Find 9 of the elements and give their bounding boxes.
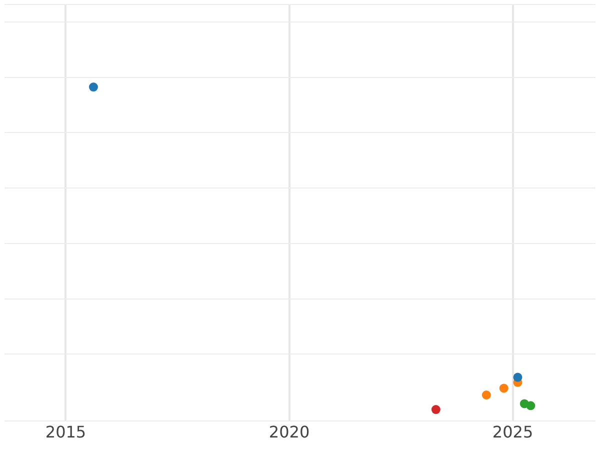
x-tick-label: 2020 xyxy=(268,422,310,442)
x-tick-label: 2015 xyxy=(45,422,86,442)
point xyxy=(526,401,536,410)
x-tick-label: 2025 xyxy=(492,422,534,442)
point xyxy=(499,384,508,393)
point xyxy=(431,405,440,414)
point xyxy=(88,82,98,92)
point xyxy=(482,390,491,400)
point xyxy=(513,372,522,382)
